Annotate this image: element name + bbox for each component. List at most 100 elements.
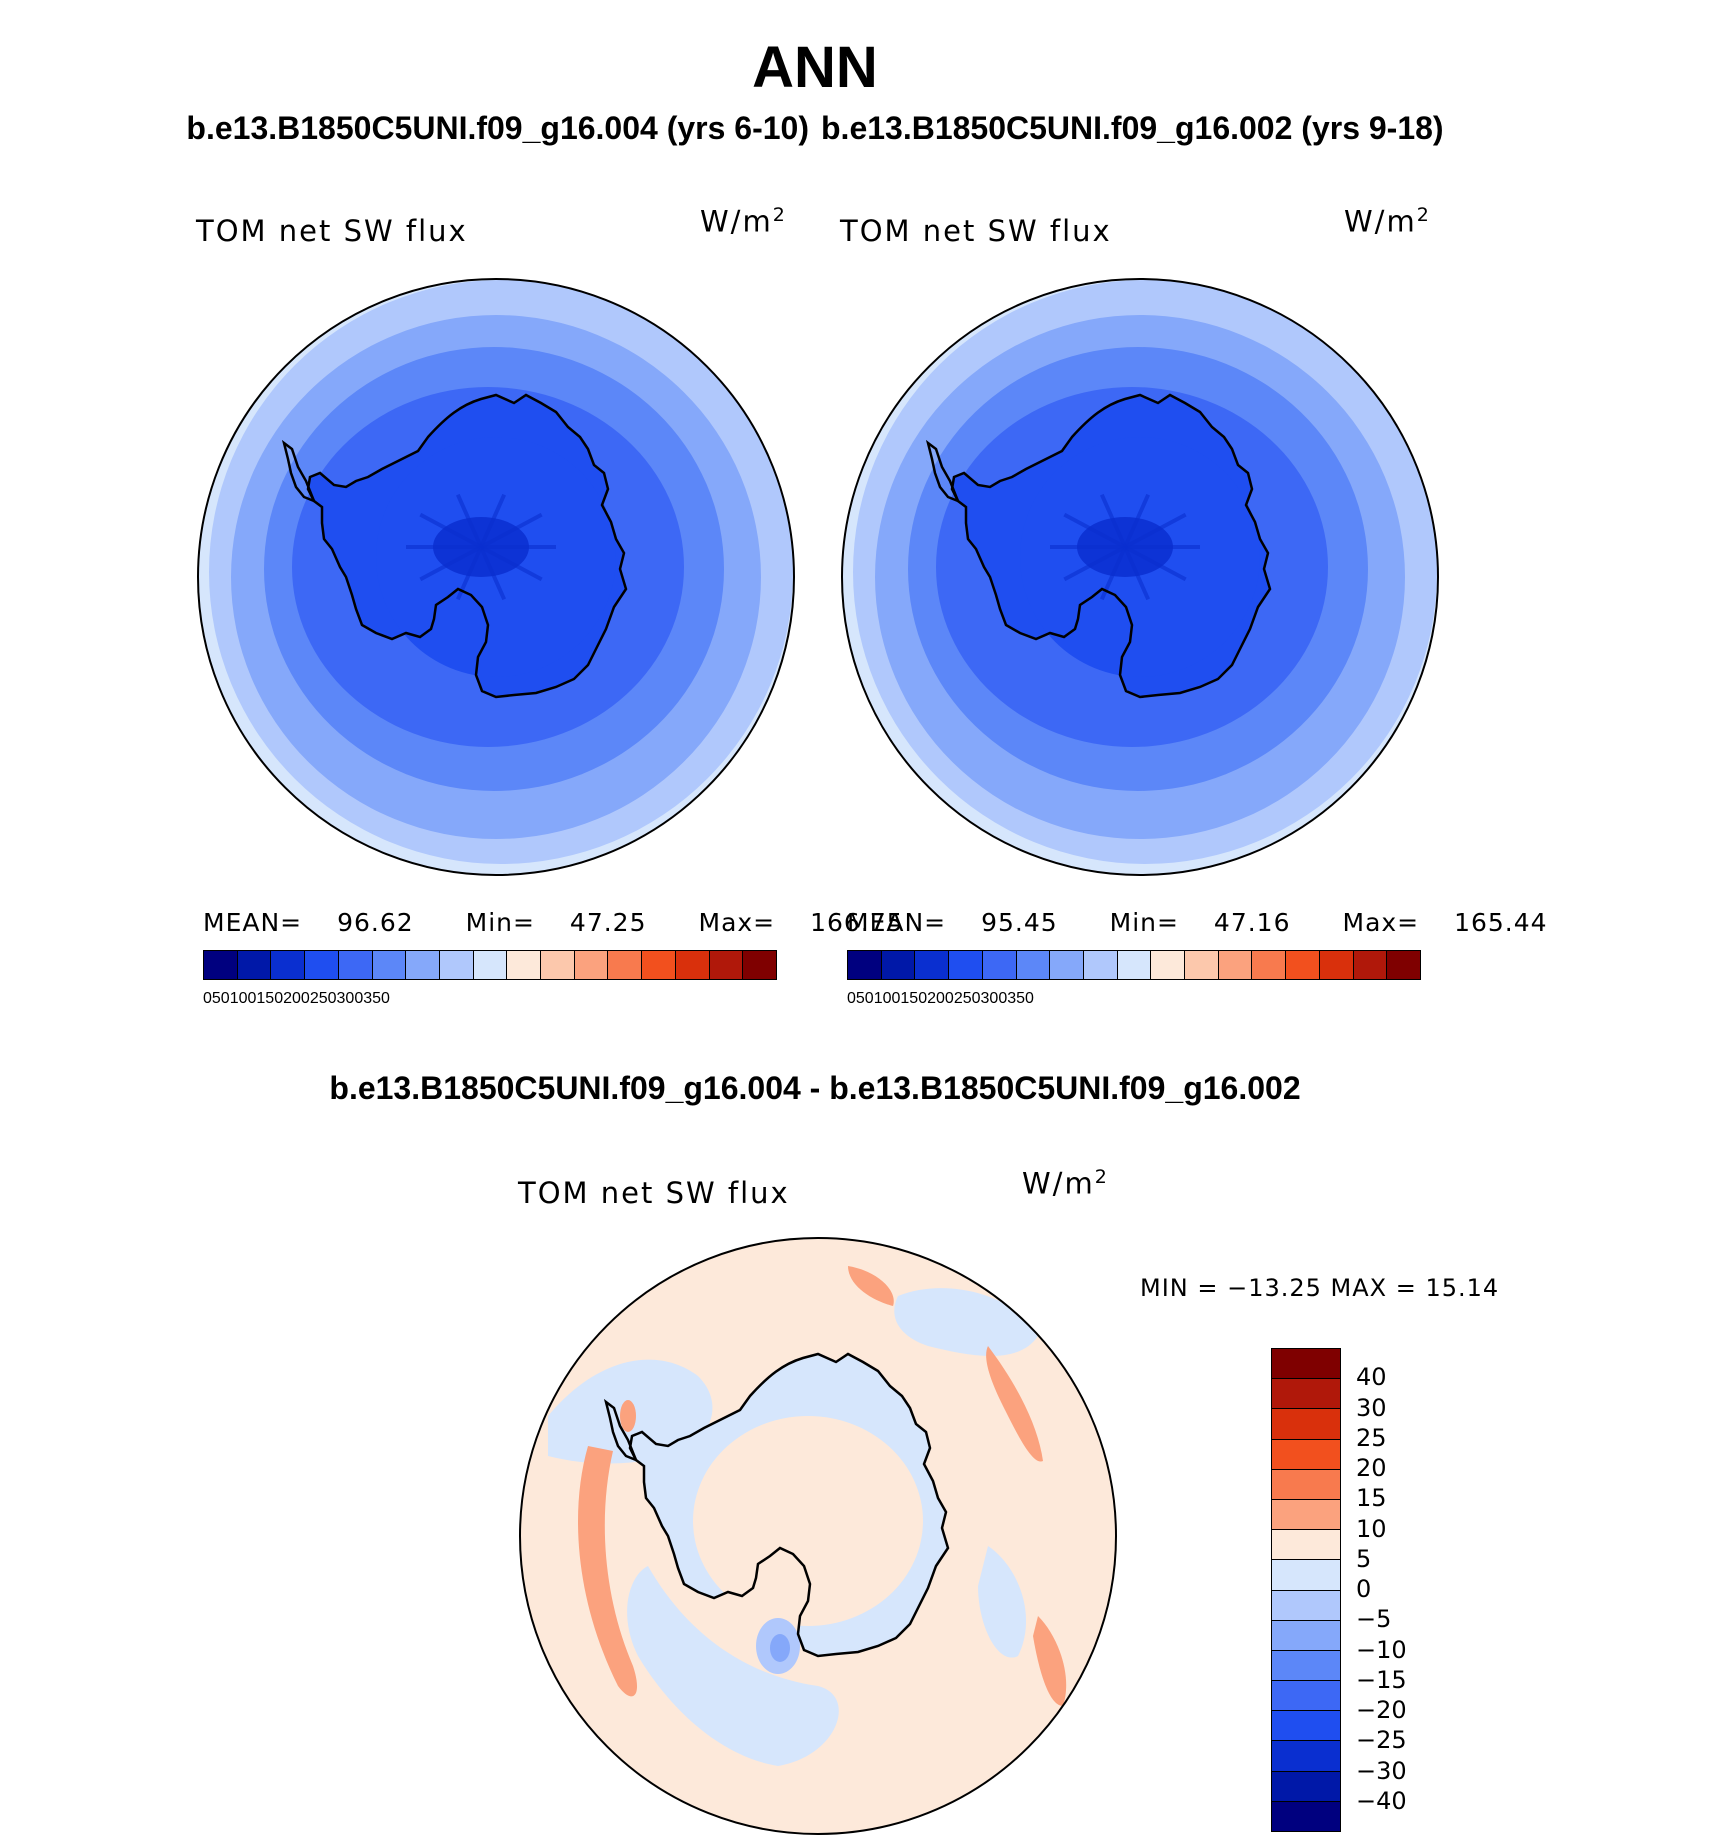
colorbar-swatch xyxy=(949,951,983,979)
map-border xyxy=(519,1237,1117,1835)
diff-variable-label: TOM net SW flux xyxy=(518,1176,790,1210)
colorbar-swatch xyxy=(1218,951,1253,979)
colorbar-swatch xyxy=(1272,1590,1340,1621)
colorbar-swatch xyxy=(642,951,676,979)
colorbar-swatch xyxy=(1050,951,1084,979)
contour-band xyxy=(455,493,483,548)
coastline xyxy=(950,393,1272,699)
colorbar-tick-label: 25 xyxy=(1356,1423,1387,1452)
colorbar-swatch xyxy=(574,951,609,979)
colorbar-swatch xyxy=(881,951,916,979)
colorbar-swatch xyxy=(1272,1801,1340,1831)
colorbar-swatch xyxy=(1185,951,1219,979)
colorbar-swatch xyxy=(675,951,710,979)
right-units-label: W/m2 xyxy=(1344,204,1431,239)
colorbar-swatch xyxy=(1353,951,1388,979)
contour-band xyxy=(1123,493,1151,548)
diff-polar-map xyxy=(519,1237,1117,1835)
diff-colorbar xyxy=(1271,1348,1341,1832)
contour-band xyxy=(480,512,543,549)
colorbar-tick-label: −20 xyxy=(1356,1696,1407,1724)
colorbar-swatch xyxy=(848,951,882,979)
colorbar-swatch xyxy=(743,951,776,979)
colorbar-swatch xyxy=(1272,1379,1340,1410)
coastline xyxy=(628,1352,950,1658)
right-colorbar-ticks: 050100150200250300350 xyxy=(847,990,1421,1020)
colorbar-tick-label: 30 xyxy=(1356,1393,1387,1422)
left-mean: MEAN= 96.62 xyxy=(203,908,414,937)
coastline xyxy=(281,439,317,504)
colorbar-swatch xyxy=(237,951,272,979)
colorbar-tick-label: −15 xyxy=(1356,1665,1407,1694)
colorbar-swatch xyxy=(915,951,950,979)
colorbar-tick-label: 50 xyxy=(855,990,874,1007)
colorbar-swatch xyxy=(1272,1711,1340,1742)
right-polar-map xyxy=(841,278,1439,876)
colorbar-tick-label: 150 xyxy=(900,990,928,1007)
colorbar-swatch xyxy=(541,951,575,979)
contour-band xyxy=(693,1416,923,1626)
colorbar-swatch xyxy=(406,951,440,979)
coastline xyxy=(306,393,628,699)
map-border xyxy=(841,278,1439,876)
contour-band xyxy=(1099,493,1127,548)
colorbar-swatch xyxy=(1272,1560,1340,1591)
colorbar-swatch xyxy=(1252,951,1287,979)
colorbar-tick-label: 100 xyxy=(873,990,901,1007)
colorbar-tick-label: 20 xyxy=(1356,1454,1387,1482)
contour-band xyxy=(1033,1616,1067,1706)
colorbar-tick-label: −5 xyxy=(1356,1605,1392,1634)
contour-band xyxy=(620,1400,636,1432)
contour-band xyxy=(986,1346,1043,1462)
colorbar-swatch xyxy=(1016,951,1051,979)
colorbar-swatch xyxy=(1083,951,1118,979)
colorbar-tick-label: 50 xyxy=(211,990,230,1007)
colorbar-swatch xyxy=(439,951,474,979)
contour-band xyxy=(978,1546,1027,1658)
colorbar-swatch xyxy=(982,951,1017,979)
colorbar-swatch xyxy=(1387,951,1420,979)
colorbar-tick-label: 250 xyxy=(309,990,337,1007)
right-stats: MEAN= 95.45 Min= 47.16 Max= 165.44 xyxy=(847,908,1600,937)
colorbar-swatch xyxy=(1272,1349,1340,1380)
contour-band xyxy=(1124,512,1187,549)
colorbar-swatch xyxy=(1272,1499,1340,1531)
contour-band xyxy=(1123,546,1151,601)
contour-band xyxy=(1124,545,1187,582)
colorbar-swatch xyxy=(709,951,744,979)
colorbar-tick-label: 300 xyxy=(980,990,1008,1007)
colorbar-tick-label: 200 xyxy=(283,990,310,1007)
colorbar-tick-label: 150 xyxy=(256,990,284,1007)
case-labels: b.e13.B1850C5UNI.f09_g16.004 (yrs 6-10) b… xyxy=(0,110,1630,147)
colorbar-swatch xyxy=(1272,1681,1340,1712)
colorbar-swatch xyxy=(473,951,508,979)
map-border xyxy=(197,278,795,876)
colorbar-swatch xyxy=(1272,1469,1340,1500)
colorbar-tick-label: 0 xyxy=(847,990,856,1007)
colorbar-swatch xyxy=(271,951,306,979)
colorbar-swatch xyxy=(1319,951,1354,979)
contour-band xyxy=(1063,545,1126,582)
colorbar-swatch xyxy=(1286,951,1320,979)
contour-band xyxy=(479,546,507,601)
colorbar-swatch xyxy=(1272,1771,1340,1802)
colorbar-tick-label: 15 xyxy=(1356,1484,1387,1513)
colorbar-tick-label: −25 xyxy=(1356,1726,1407,1755)
colorbar-tick-label: 10 xyxy=(1356,1514,1387,1543)
diff-units-label: W/m2 xyxy=(1022,1166,1109,1201)
right-mean: MEAN= 95.45 xyxy=(847,908,1058,937)
case-label-right: b.e13.B1850C5UNI.f09_g16.002 (yrs 9-18) xyxy=(821,110,1444,146)
colorbar-swatch xyxy=(338,951,373,979)
coastline xyxy=(603,1398,639,1463)
diff-title: b.e13.B1850C5UNI.f09_g16.004 - b.e13.B18… xyxy=(329,1070,1301,1106)
colorbar-swatch xyxy=(1272,1650,1340,1682)
contour-band xyxy=(578,1446,638,1697)
right-min: Min= 47.16 xyxy=(1109,908,1291,937)
contour-band xyxy=(480,545,543,582)
colorbar-tick-label: 200 xyxy=(927,990,954,1007)
right-variable-label: TOM net SW flux xyxy=(840,214,1112,248)
colorbar-tick-label: 350 xyxy=(363,990,390,1007)
right-colorbar xyxy=(847,950,1421,980)
colorbar-tick-label: 250 xyxy=(953,990,981,1007)
contour-band xyxy=(770,1634,790,1662)
